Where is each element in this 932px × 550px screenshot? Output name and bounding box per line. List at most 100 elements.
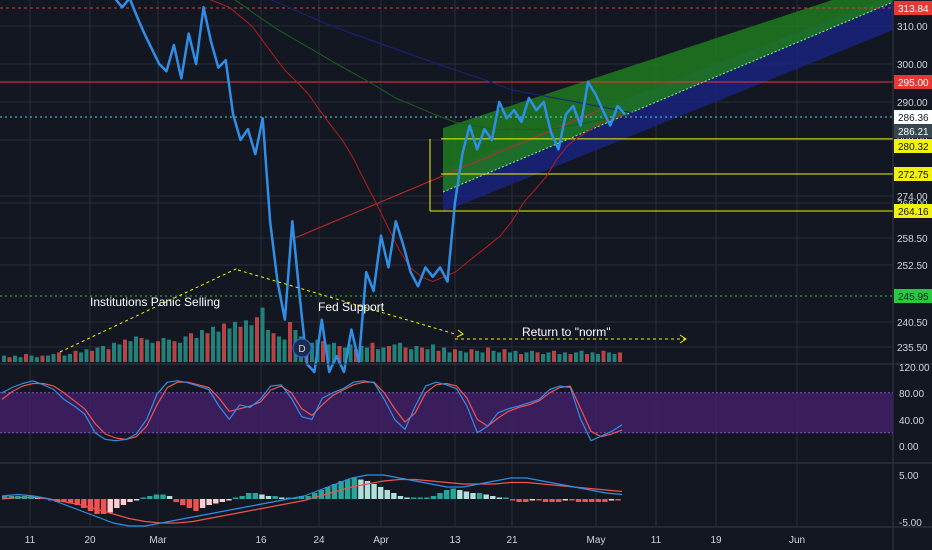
macd-histogram-bar [199, 499, 206, 508]
volume-bar [519, 354, 523, 362]
volume-bar [458, 350, 463, 362]
macd-histogram-bar [391, 493, 397, 499]
macd-histogram-bar [239, 496, 245, 499]
price-axis-tick-label: 310.00 [897, 22, 928, 33]
stochastic-axis-tick-label: 120.00 [899, 363, 930, 374]
macd-histogram-bar [582, 499, 588, 502]
annotation-arrow-up [59, 267, 239, 353]
macd-histogram-bar [450, 488, 456, 499]
macd-histogram-bar [509, 499, 516, 501]
volume-bar [139, 338, 144, 362]
macd-histogram-bar [595, 499, 602, 502]
volume-bar [546, 352, 551, 362]
macd-histogram-bar [325, 487, 331, 499]
volume-bar [552, 350, 556, 362]
annotation-arrow-down [237, 269, 456, 335]
macd-histogram-bar [417, 497, 423, 499]
price-level-label-box [894, 1, 932, 15]
macd-histogram-bar [503, 497, 509, 499]
volume-bar [260, 307, 265, 362]
annotation-return-to-norm: Return to "norm" [522, 325, 611, 339]
volume-bar [244, 320, 248, 362]
price-level-label-box [894, 289, 932, 303]
macd-histogram-bar [232, 497, 239, 499]
volume-bar [453, 349, 457, 362]
macd-histogram-bar [437, 493, 443, 499]
macd-histogram-bar [81, 499, 87, 508]
volume-bar [370, 342, 375, 362]
volume-bar [106, 349, 111, 362]
volume-bar [414, 346, 419, 362]
volume-bar [585, 354, 589, 362]
macd-histogram-bar [523, 499, 529, 502]
macd-histogram-bar [140, 497, 146, 499]
dividend-marker[interactable]: D [292, 338, 312, 358]
moving-average-50 [209, 0, 626, 283]
volume-bar [420, 347, 424, 362]
volume-bar [343, 347, 347, 362]
macd-histogram-bar [318, 490, 324, 499]
volume-bar [40, 355, 45, 362]
macd-histogram-bar [377, 487, 384, 499]
volume-bar [469, 349, 474, 362]
volume-bar [150, 342, 155, 362]
macd-histogram-bar [483, 494, 489, 499]
price-level-label-box [894, 204, 932, 218]
macd-histogram-bar [298, 496, 305, 499]
price-level-label: 264.16 [898, 207, 929, 218]
time-axis[interactable]: 11 20 Mar 16 24 Apr 13 21 May 11 19 Jun [25, 535, 805, 546]
price-level-label: 272.75 [898, 170, 929, 181]
macd-signal-line [1, 478, 623, 524]
macd-histogram-bar [166, 496, 173, 499]
time-axis-tick-label: 19 [710, 535, 722, 546]
macd-histogram-bar [562, 499, 569, 501]
price-level-label-box [894, 139, 932, 153]
volume-bar [172, 341, 177, 362]
annotation-arrowhead [456, 329, 464, 338]
price-axis[interactable]: 310.00300.00290.00280.00274.00266.00258.… [894, 1, 932, 529]
stochastic-d-line [1, 381, 623, 440]
macd-histogram-bar [2, 496, 8, 499]
macd-histogram-bar [556, 499, 562, 502]
volume-bar [7, 357, 12, 362]
macd-histogram-bar [133, 499, 140, 501]
volume-bar [436, 350, 441, 362]
macd-histogram-bar [542, 499, 549, 502]
volume-bar [574, 352, 578, 362]
stochastic-axis-tick-label: 0.00 [899, 442, 919, 453]
price-axis-tick-label: 290.00 [897, 98, 928, 109]
macd-histogram-bar [397, 496, 404, 499]
volume-bar [524, 352, 529, 362]
macd-histogram-bar [285, 497, 292, 499]
dividend-marker-label: D [298, 344, 305, 355]
dividend-marker-circle[interactable] [292, 338, 312, 358]
volume-bar [255, 317, 259, 362]
volume-bar [530, 350, 534, 362]
volume-bar [238, 326, 243, 362]
volume-bar [491, 350, 496, 362]
volume-bar [24, 354, 28, 362]
volume-bar [409, 349, 413, 362]
volume-bar [612, 354, 617, 362]
volume-bar [211, 326, 215, 362]
macd-histogram-bar [344, 479, 351, 499]
macd-histogram-bar [272, 496, 278, 499]
macd-line [1, 474, 623, 527]
macd-axis-tick-label: 5.00 [899, 471, 919, 482]
volume-bar [90, 350, 94, 362]
macd-histogram-bar [457, 490, 463, 499]
stochastic-panel [0, 380, 893, 442]
time-axis-tick-label: Apr [373, 535, 389, 546]
macd-histogram-bar [193, 499, 199, 511]
volume-bar [618, 352, 622, 362]
time-axis-tick-label: 20 [84, 535, 96, 546]
stochastic-axis-tick-label: 40.00 [899, 416, 924, 427]
macd-histogram-bar [114, 499, 120, 508]
volume-bar [486, 347, 490, 362]
price-axis-tick-label: 300.00 [897, 60, 928, 71]
price-level-label: 280.32 [898, 142, 929, 153]
volume-bar [359, 346, 364, 362]
price-axis-tick-label: 274.00 [897, 192, 928, 203]
macd-histogram-bar [410, 497, 417, 499]
macd-histogram-bar [569, 499, 575, 501]
